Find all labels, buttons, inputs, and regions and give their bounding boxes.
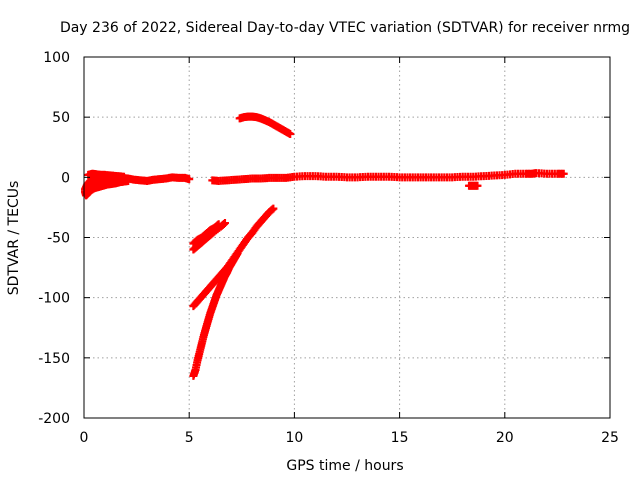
series-isolated bbox=[465, 181, 482, 190]
y-tick-label: 100 bbox=[43, 50, 70, 66]
series-steep-drop bbox=[189, 249, 242, 380]
y-tick-label: -50 bbox=[47, 231, 70, 247]
data-point bbox=[99, 176, 108, 185]
y-tick-label: -150 bbox=[38, 351, 70, 367]
x-tick-label: 25 bbox=[601, 430, 619, 446]
data-point bbox=[472, 181, 481, 190]
data-point bbox=[285, 129, 294, 138]
x-axis-label: GPS time / hours bbox=[286, 458, 403, 474]
data-point bbox=[219, 219, 228, 228]
plot-frame bbox=[83, 56, 611, 419]
series-layer bbox=[81, 112, 568, 380]
data-point bbox=[184, 174, 193, 183]
y-tick-label: 0 bbox=[61, 170, 70, 186]
y-tick-label: -100 bbox=[38, 291, 70, 307]
x-tick-label: 20 bbox=[496, 430, 514, 446]
series-short-pair bbox=[189, 219, 229, 254]
chart-title: Day 236 of 2022, Sidereal Day-to-day VTE… bbox=[60, 20, 630, 36]
series-spread-early bbox=[81, 169, 133, 200]
y-tick-label: -200 bbox=[38, 411, 70, 427]
data-point bbox=[558, 169, 567, 178]
x-tick-label: 15 bbox=[391, 430, 409, 446]
data-point bbox=[123, 177, 132, 186]
y-axis-label: SDTVAR / TECUs bbox=[6, 181, 22, 296]
ticks: 0 5 10 15 20 25 -200 -150 -100 -50 0 50 100 bbox=[38, 50, 619, 446]
data-point bbox=[268, 205, 277, 214]
x-tick-label: 10 bbox=[285, 430, 303, 446]
series-main-band bbox=[81, 169, 568, 194]
grid bbox=[84, 57, 610, 418]
x-tick-label: 5 bbox=[185, 430, 194, 446]
series-arc-high bbox=[235, 112, 295, 139]
y-tick-label: 50 bbox=[52, 110, 70, 126]
x-tick-label: 0 bbox=[80, 430, 89, 446]
data-point bbox=[118, 172, 127, 181]
series-rising-line bbox=[189, 204, 278, 311]
